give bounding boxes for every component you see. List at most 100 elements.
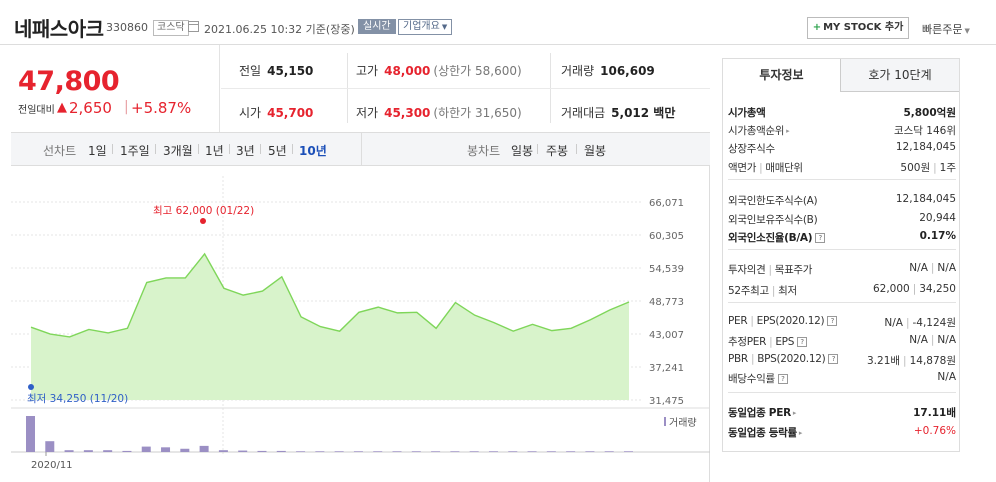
y-tick-label: 60,305 bbox=[649, 231, 684, 242]
period-10y[interactable]: 10년 bbox=[299, 144, 327, 158]
company-info-button[interactable]: 기업개요 ▼ bbox=[398, 19, 453, 35]
info-value: 코스닥 146위 bbox=[894, 123, 956, 138]
volume-bar bbox=[488, 451, 498, 452]
info-label-secondary: 최저 bbox=[778, 285, 797, 297]
quick-order-button[interactable]: 빠른주문 ▼ bbox=[922, 21, 970, 37]
caret-right-icon[interactable]: ▸ bbox=[798, 429, 803, 437]
info-label: 시가총액순위 ▸ bbox=[728, 123, 790, 138]
line-chart-label: 선차트 bbox=[43, 144, 77, 158]
help-icon[interactable]: ? bbox=[827, 316, 838, 326]
volume-bar bbox=[334, 451, 344, 452]
period-1w[interactable]: 1주일 bbox=[120, 144, 150, 158]
volume-bar bbox=[585, 451, 595, 452]
info-label-text: 시가총액 bbox=[728, 107, 766, 119]
info-label-secondary: 목표주가 bbox=[774, 264, 813, 276]
stock-code: 330860 bbox=[106, 21, 148, 34]
realtime-badge[interactable]: 실시간 bbox=[358, 19, 396, 34]
info-label-text: 외국인한도주식수(A) bbox=[728, 195, 818, 207]
period-1y[interactable]: 1년 bbox=[205, 144, 224, 158]
period-monthly[interactable]: 월봉 bbox=[584, 144, 607, 158]
info-row: 외국인한도주식수(A) 12,184,045 bbox=[728, 193, 956, 211]
period-daily[interactable]: 일봉 bbox=[511, 144, 534, 158]
volume-bar bbox=[315, 451, 325, 452]
prev-close-label: 전일 bbox=[239, 64, 262, 78]
info-row: 투자의견 | 목표주가 N/A | N/A bbox=[728, 262, 956, 280]
volume-cell: 거래량 106,609 bbox=[561, 62, 655, 79]
caret-right-icon[interactable]: ▸ bbox=[786, 127, 790, 135]
low-label: 최저 34,250 (11/20) bbox=[27, 393, 128, 405]
mystock-add-button[interactable]: + MY STOCK 추가 bbox=[807, 17, 909, 39]
plus-icon: + bbox=[812, 22, 822, 33]
y-tick-label: 66,071 bbox=[649, 198, 684, 209]
info-value-secondary: 14,878원 bbox=[909, 355, 956, 367]
change-separator: | bbox=[124, 99, 129, 115]
info-value-secondary: 34,250 bbox=[919, 283, 956, 295]
info-label: 시가총액 bbox=[728, 105, 766, 120]
period-separator bbox=[229, 144, 230, 154]
info-label: 52주최고 | 최저 bbox=[728, 283, 797, 298]
prev-close-value: 45,150 bbox=[267, 64, 314, 78]
info-label-text: 외국인소진율(B/A) bbox=[728, 232, 813, 244]
amount-cell: 거래대금 5,012 백만 bbox=[561, 104, 675, 121]
up-triangle-icon: ▲ bbox=[57, 100, 67, 115]
period-3y[interactable]: 3년 bbox=[236, 144, 255, 158]
tab-invest-info[interactable]: 투자정보 bbox=[723, 59, 841, 92]
period-separator bbox=[155, 144, 156, 154]
info-row: PBR | BPS(2020.12)? 3.21배 | 14,878원 bbox=[728, 353, 956, 371]
company-info-label: 기업개요 bbox=[403, 21, 440, 32]
tab-order-book[interactable]: 호가 10단계 bbox=[841, 59, 959, 92]
help-icon[interactable]: ? bbox=[815, 233, 826, 243]
period-divider bbox=[361, 133, 362, 165]
volume-bar bbox=[199, 445, 209, 452]
grid-row-divider bbox=[221, 88, 710, 89]
info-row: 동일업종 PER ▸ 17.11배 bbox=[728, 405, 956, 423]
caret-right-icon[interactable]: ▸ bbox=[792, 409, 797, 417]
open-cell: 시가 45,700 bbox=[239, 104, 313, 121]
info-row: 추정PER | EPS? N/A | N/A bbox=[728, 334, 956, 352]
info-value: 17.11배 bbox=[913, 405, 956, 420]
info-label-text: 시가총액순위 bbox=[728, 125, 785, 137]
info-label-text: 52주최고 bbox=[728, 285, 769, 297]
volume-bar bbox=[161, 447, 171, 452]
period-3m[interactable]: 3개월 bbox=[163, 144, 193, 158]
quote-datetime: 2021.06.25 10:32 기준(장중) bbox=[204, 23, 355, 36]
info-label-secondary: EPS bbox=[775, 336, 795, 348]
volume-bar bbox=[566, 451, 576, 452]
help-icon[interactable]: ? bbox=[777, 374, 788, 384]
info-label-secondary: 매매단위 bbox=[765, 162, 803, 174]
value-separator: | bbox=[930, 262, 935, 274]
help-icon[interactable]: ? bbox=[797, 337, 808, 347]
info-label: 동일업종 PER ▸ bbox=[728, 405, 796, 420]
low-marker bbox=[28, 384, 34, 390]
info-value: 12,184,045 bbox=[896, 193, 956, 205]
x-tick-label: 2020/11 bbox=[31, 460, 73, 471]
low-label: 저가 bbox=[356, 106, 379, 120]
chevron-down-icon: ▼ bbox=[441, 23, 448, 31]
period-weekly[interactable]: 주봉 bbox=[546, 144, 569, 158]
label-separator: | bbox=[769, 336, 773, 348]
info-row: 시가총액순위 ▸ 코스닥 146위 bbox=[728, 123, 956, 141]
volume-legend-label: 거래량 bbox=[669, 417, 697, 429]
high-value: 48,000 bbox=[384, 64, 431, 78]
info-label: 동일업종 등락률 ▸ bbox=[728, 425, 802, 440]
quick-order-label: 빠른주문 bbox=[922, 23, 963, 36]
info-label: 투자의견 | 목표주가 bbox=[728, 262, 812, 277]
label-separator: | bbox=[771, 285, 776, 297]
volume-bar bbox=[103, 450, 113, 452]
help-icon[interactable]: ? bbox=[828, 354, 839, 364]
volume-bar bbox=[64, 450, 74, 452]
stock-name: 네패스아크 bbox=[14, 17, 104, 41]
info-value-secondary: 1주 bbox=[939, 162, 956, 174]
volume-bar bbox=[83, 450, 93, 452]
info-tabs: 투자정보 호가 10단계 bbox=[723, 59, 959, 92]
price-summary: 전일 45,150 시가 45,700 고가 48,000 (상한가 58,600) 저… bbox=[221, 45, 710, 132]
volume-bar bbox=[218, 450, 228, 452]
info-label-text: PER bbox=[728, 315, 748, 327]
volume-bar bbox=[45, 441, 55, 452]
period-1d[interactable]: 1일 bbox=[88, 144, 107, 158]
period-5y[interactable]: 5년 bbox=[268, 144, 287, 158]
info-label-text: 액면가 bbox=[728, 162, 757, 174]
price-chart[interactable]: 66,071 60,305 54,539 48,773 43,007 37,241 31,4… bbox=[11, 166, 710, 482]
info-value: 12,184,045 bbox=[896, 141, 956, 153]
section-divider bbox=[728, 392, 956, 393]
